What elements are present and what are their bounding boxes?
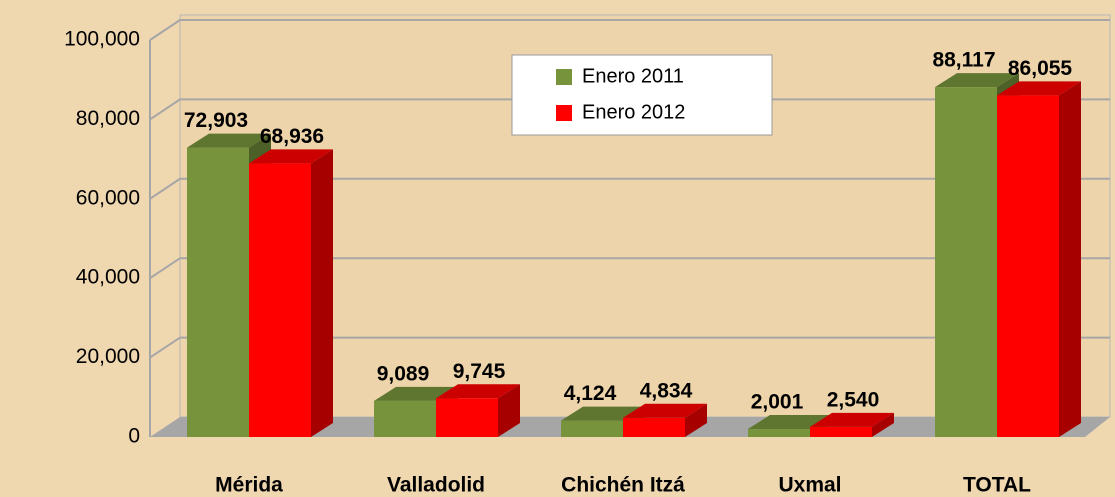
bar [623, 403, 707, 437]
value-label: 9,089 [377, 362, 430, 385]
bar-side [311, 149, 333, 437]
y-tick-label: 0 [128, 425, 140, 448]
value-label: 4,834 [640, 379, 693, 402]
bar-front [810, 426, 872, 437]
bar-side [498, 384, 520, 437]
y-tick-label: 40,000 [76, 266, 140, 289]
bar-top [997, 81, 1081, 96]
y-tick-label: 100,000 [64, 28, 140, 51]
value-label: 9,745 [453, 360, 506, 383]
legend: Enero 2011 Enero 2012 [511, 54, 773, 136]
bar-side [872, 412, 894, 437]
value-label: 86,055 [1008, 57, 1073, 80]
bar-side [1059, 81, 1081, 438]
bar-front [249, 163, 311, 437]
grid-line [149, 177, 1110, 200]
legend-label: Enero 2011 [582, 65, 684, 87]
grid-line [149, 98, 1110, 121]
bar [997, 81, 1081, 438]
bar-front [935, 87, 997, 437]
legend-box [511, 54, 773, 136]
y-tick-label: 80,000 [76, 107, 140, 130]
bar-front [187, 147, 249, 438]
bar [810, 412, 894, 437]
legend-swatch [556, 69, 572, 85]
x-tick-label: TOTAL [963, 474, 1031, 497]
bar [436, 384, 520, 437]
value-label: 2,540 [827, 388, 880, 411]
bar [249, 149, 333, 437]
x-tick-label: Uxmal [778, 474, 841, 497]
bar-top [623, 403, 707, 418]
bar-front [748, 429, 810, 437]
bar-top [187, 133, 271, 148]
bar-top [810, 412, 894, 427]
value-label: 72,903 [184, 109, 248, 132]
bar-front [997, 95, 1059, 438]
value-label: 68,936 [260, 125, 324, 148]
bar-front [436, 398, 498, 437]
bar-top [748, 415, 832, 430]
y-tick-label: 20,000 [76, 345, 140, 368]
bar-front [561, 420, 623, 437]
legend-swatch [556, 105, 572, 121]
grid-line [149, 336, 1110, 359]
bar-top [374, 386, 458, 401]
bar-side [685, 403, 707, 437]
bar-top [436, 384, 520, 399]
grid-line [149, 19, 1110, 41]
x-tick-label: Chichén Itzá [561, 474, 685, 497]
bar-front [374, 400, 436, 437]
bar-front [623, 417, 685, 437]
legend-label: Enero 2012 [582, 101, 685, 123]
x-tick-label: Valladolid [387, 474, 485, 497]
bar-top [561, 406, 645, 421]
value-label: 88,117 [932, 49, 995, 72]
value-label: 4,124 [564, 382, 617, 405]
value-label: 2,001 [751, 391, 804, 414]
grid-line [149, 257, 1110, 280]
x-tick-label: Mérida [215, 474, 283, 497]
bar-top [935, 73, 1019, 88]
y-tick-label: 60,000 [76, 186, 140, 209]
bar-top [249, 149, 333, 164]
